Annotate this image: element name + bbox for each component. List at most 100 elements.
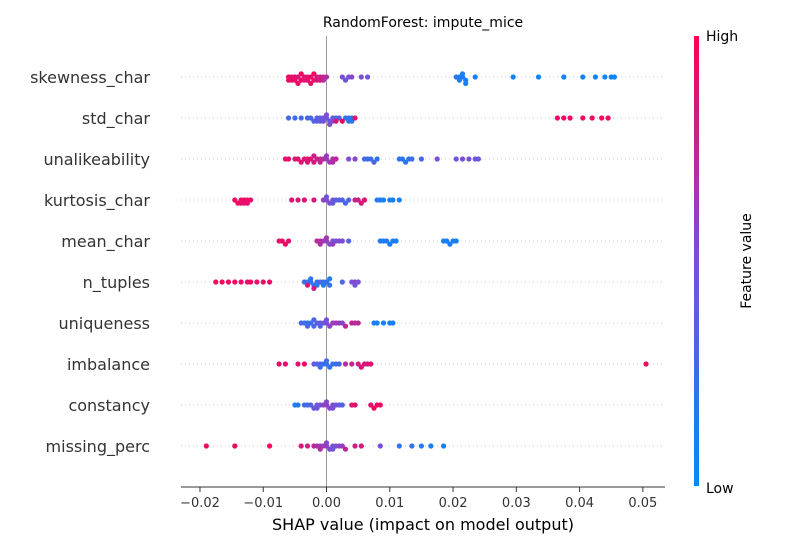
data-point <box>254 279 260 285</box>
data-point <box>295 80 301 86</box>
data-point <box>295 361 301 367</box>
colorbar-high-label: High <box>706 29 738 45</box>
data-point <box>289 77 295 83</box>
data-point <box>346 238 352 244</box>
data-point <box>459 71 466 77</box>
data-point <box>203 443 209 449</box>
data-point <box>342 200 349 206</box>
data-point <box>323 112 330 118</box>
colorbar-title: Feature value <box>739 213 755 309</box>
data-point <box>311 159 317 165</box>
x-tick-label: 0.04 <box>565 496 594 511</box>
feature-label: kurtosis_char <box>44 191 150 211</box>
data-point <box>314 77 320 83</box>
feature-label: missing_perc <box>46 437 150 457</box>
data-point <box>317 446 323 452</box>
data-point <box>282 241 288 247</box>
data-point <box>466 156 472 162</box>
data-point <box>308 115 314 121</box>
data-point <box>339 238 345 244</box>
data-point <box>605 115 611 121</box>
feature-label: uniqueness <box>58 314 150 333</box>
data-point <box>339 402 345 408</box>
data-point <box>352 156 358 162</box>
data-point <box>387 241 393 247</box>
data-point <box>399 156 405 162</box>
data-point <box>327 282 333 288</box>
data-point <box>339 118 345 124</box>
data-point <box>308 402 314 408</box>
data-point <box>390 197 396 203</box>
data-point <box>314 118 320 124</box>
data-point <box>352 115 358 121</box>
colorbar: High Low Feature value <box>694 29 755 497</box>
data-point <box>320 77 326 83</box>
x-tick-label: −0.01 <box>243 496 283 511</box>
data-point <box>342 77 349 83</box>
points-layer <box>203 71 649 452</box>
data-point <box>342 323 349 329</box>
data-point <box>320 118 326 124</box>
data-point <box>371 405 377 411</box>
feature-label: imbalance <box>67 355 150 374</box>
data-point <box>336 115 342 121</box>
data-point <box>349 74 355 80</box>
data-point <box>311 197 317 203</box>
data-point <box>327 364 333 370</box>
data-point <box>339 279 345 285</box>
data-point <box>317 323 323 329</box>
data-point <box>336 361 342 367</box>
data-point <box>330 159 336 165</box>
x-tick-label: 0.05 <box>628 496 657 511</box>
feature-label: constancy <box>68 396 150 415</box>
data-point <box>358 364 364 370</box>
data-point <box>339 320 345 326</box>
data-point <box>295 197 301 203</box>
data-point <box>368 361 374 367</box>
data-point <box>248 197 254 203</box>
data-point <box>308 74 314 80</box>
data-point <box>358 200 364 206</box>
data-point <box>327 121 333 127</box>
x-tick-label: −0.02 <box>180 496 220 511</box>
data-point <box>323 317 330 323</box>
data-point <box>314 405 320 411</box>
data-point <box>298 115 304 121</box>
grid-layer <box>181 76 665 447</box>
data-point <box>349 118 355 124</box>
feature-label: skewness_char <box>30 68 150 88</box>
data-point <box>349 361 355 367</box>
data-point <box>453 156 459 162</box>
data-point <box>289 197 295 203</box>
data-point <box>295 156 301 162</box>
x-ticks: −0.02 −0.01 0.00 0.01 0.02 0.03 0.04 0.05 <box>180 487 657 511</box>
data-point <box>232 279 238 285</box>
data-point <box>282 361 288 367</box>
data-point <box>314 282 320 288</box>
data-point <box>403 159 409 165</box>
data-point <box>317 159 323 165</box>
data-point <box>380 320 387 326</box>
data-point <box>396 197 402 203</box>
feature-label: n_tuples <box>83 273 150 293</box>
data-point <box>390 320 396 326</box>
data-point <box>248 279 254 285</box>
data-point <box>374 320 380 326</box>
data-point <box>561 115 567 121</box>
data-point <box>602 74 608 80</box>
data-point <box>213 279 219 285</box>
data-point <box>238 279 244 285</box>
data-point <box>339 443 345 449</box>
data-point <box>333 156 339 162</box>
colorbar-gradient <box>694 36 699 486</box>
data-point <box>599 115 605 121</box>
data-point <box>352 402 358 408</box>
x-tick-label: 0.02 <box>439 496 468 511</box>
data-point <box>589 115 595 121</box>
data-point <box>232 443 238 449</box>
data-point <box>355 279 361 285</box>
data-point <box>510 74 516 80</box>
feature-label: unalikeability <box>43 150 150 169</box>
data-point <box>298 443 304 449</box>
data-point <box>286 156 292 162</box>
